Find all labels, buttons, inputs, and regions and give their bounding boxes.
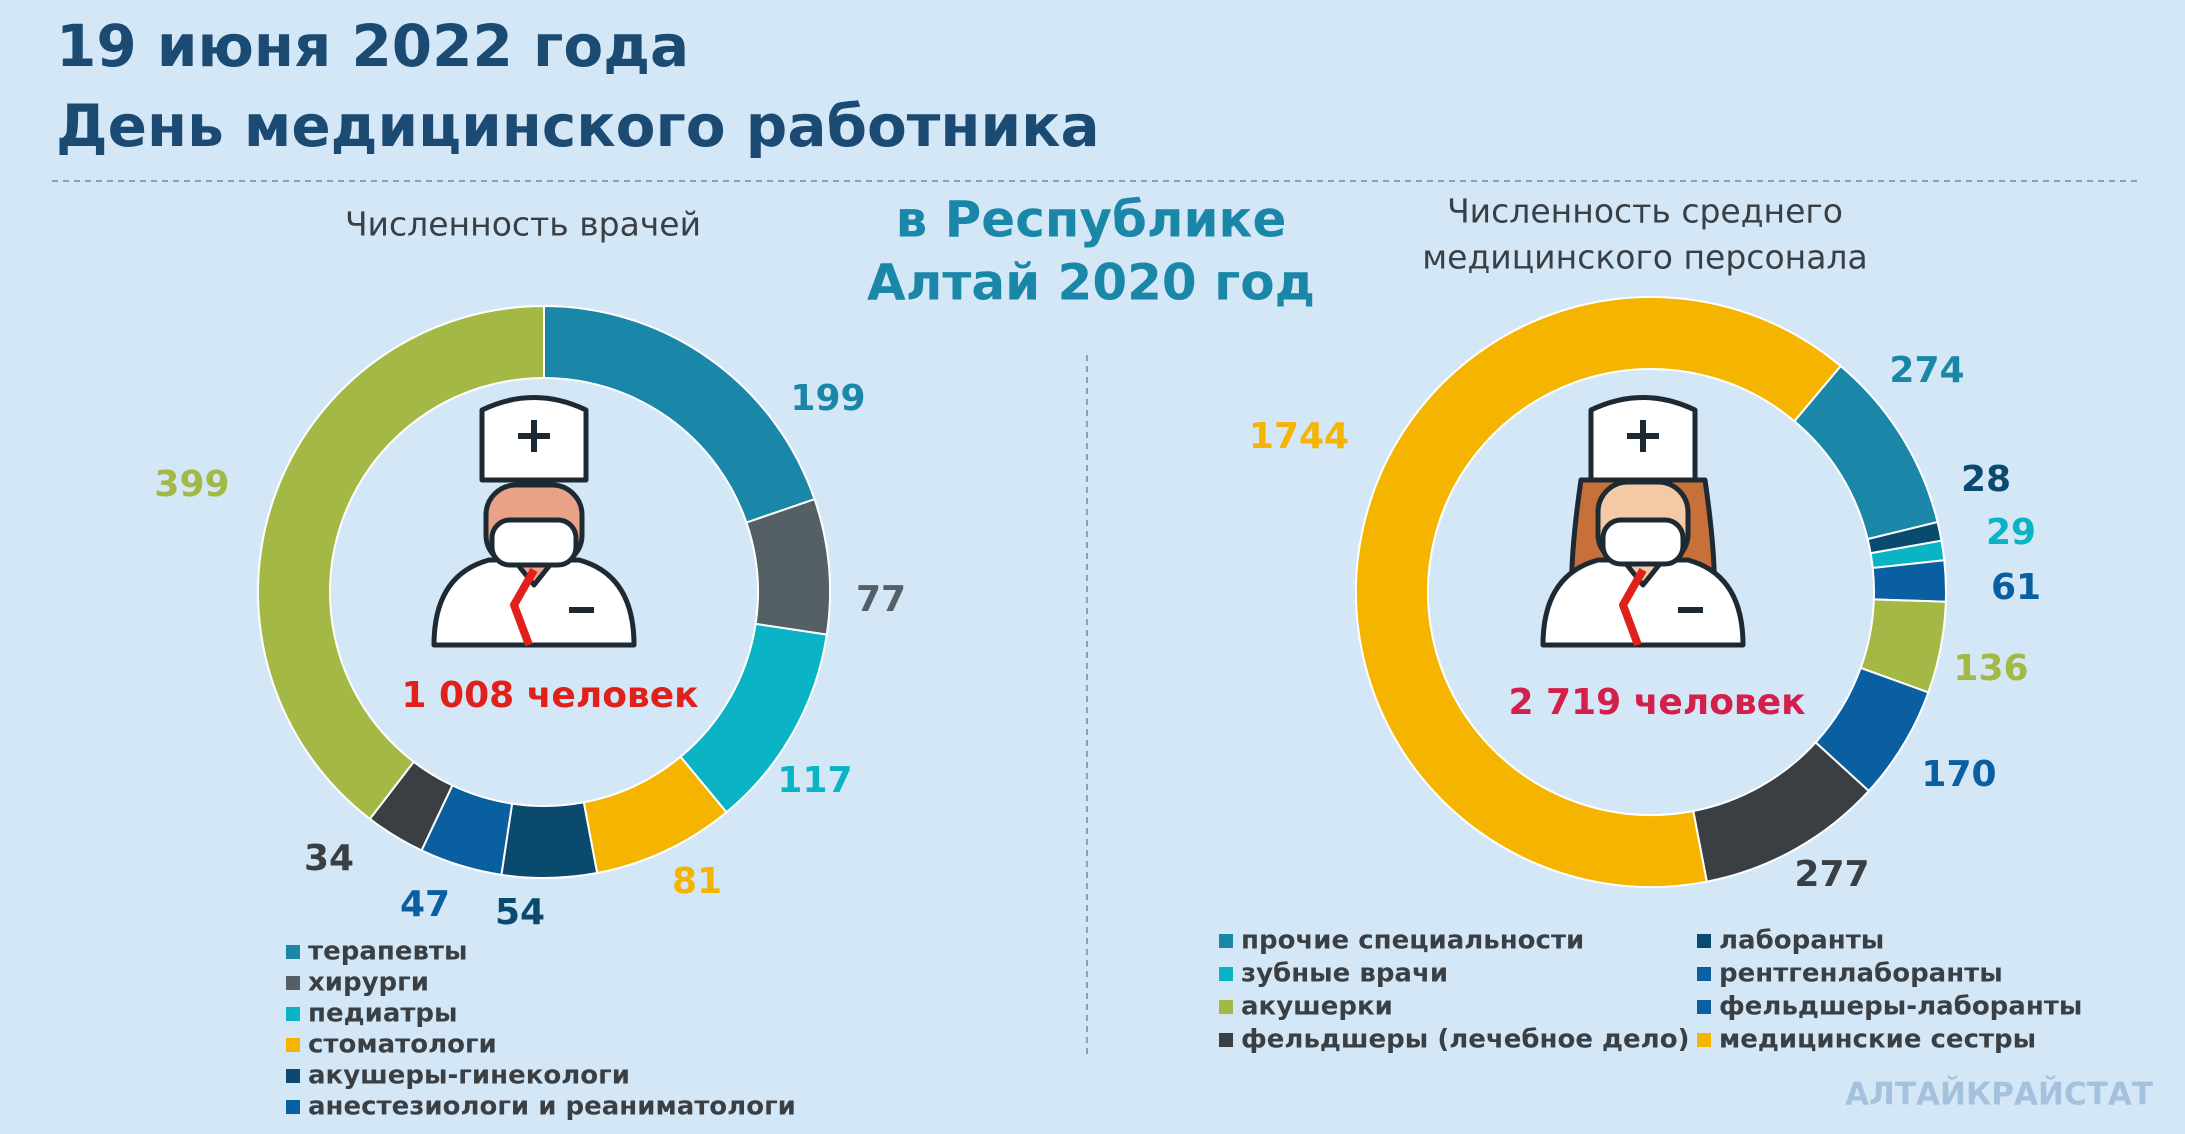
- legend-label: педиатры: [308, 999, 458, 1029]
- value-label: 77: [856, 579, 906, 620]
- legend-swatch: [1219, 934, 1233, 948]
- doctor-icon: [1540, 395, 1746, 648]
- value-label: 29: [1986, 512, 2036, 553]
- donut-segment: [1871, 559, 1948, 603]
- legend-label: лаборанты: [1719, 926, 1884, 956]
- doctor-icon: [431, 395, 637, 648]
- donut-segment: [500, 801, 599, 879]
- region-line: Алтай 2020 год: [867, 254, 1315, 312]
- title-line: День медицинского работника: [56, 92, 1100, 160]
- legend-label: фельдшеры (лечебное дело): [1241, 1025, 1689, 1055]
- title-line: 19 июня 2022 года: [56, 12, 689, 80]
- donut-segment: [257, 304, 545, 821]
- total-label: 1 008 человек: [401, 675, 698, 716]
- legend-label: прочие специальности: [1241, 926, 1584, 956]
- legend-swatch: [1219, 1033, 1233, 1047]
- region-line: в Республике: [896, 191, 1287, 249]
- value-label: 136: [1953, 648, 2028, 689]
- chart-subtitle: Численность врачей: [345, 205, 701, 244]
- value-label: 1744: [1249, 416, 1349, 457]
- chart-subtitle: Численность среднего: [1447, 192, 1843, 231]
- legend-label: акушеры-гинекологи: [308, 1061, 630, 1091]
- value-label: 34: [304, 838, 354, 879]
- legend-swatch: [286, 1038, 300, 1052]
- legend-label: зубные врачи: [1241, 959, 1448, 989]
- donut-segment: [1355, 296, 1843, 889]
- value-label: 81: [672, 861, 722, 902]
- value-label: 170: [1921, 754, 1996, 795]
- legend-label: хирурги: [308, 968, 429, 998]
- legend-swatch: [1697, 1033, 1711, 1047]
- legend-swatch: [1697, 934, 1711, 948]
- total-label: 2 719 человек: [1508, 682, 1805, 723]
- value-label: 277: [1794, 854, 1869, 895]
- legend-swatch: [286, 945, 300, 959]
- legend-label: анестезиологи и реаниматологи: [308, 1092, 796, 1122]
- source: АЛТАЙКРАЙСТАТ: [1845, 1077, 2153, 1113]
- chart-subtitle: медицинского персонала: [1422, 238, 1868, 277]
- legend-label: медицинские сестры: [1719, 1025, 2036, 1055]
- value-label: 28: [1961, 459, 2011, 500]
- legend-label: терапевты: [308, 937, 468, 967]
- value-label: 54: [495, 892, 545, 933]
- value-label: 47: [400, 884, 450, 925]
- value-label: 199: [790, 378, 865, 419]
- legend-swatch: [1697, 967, 1711, 981]
- value-label: 117: [777, 760, 852, 801]
- legend-swatch: [1697, 1000, 1711, 1014]
- legend-swatch: [1219, 967, 1233, 981]
- legend-label: стоматологи: [308, 1030, 497, 1060]
- legend-label: фельдшеры-лаборанты: [1719, 992, 2082, 1022]
- value-label: 274: [1889, 350, 1964, 391]
- donut-segment: [745, 497, 831, 636]
- value-label: 61: [1991, 567, 2041, 608]
- legend-swatch: [286, 1100, 300, 1114]
- legend-label: акушерки: [1241, 992, 1393, 1022]
- legend-swatch: [1219, 1000, 1233, 1014]
- value-label: 399: [154, 464, 229, 505]
- legend-label: рентгенлаборанты: [1719, 959, 2003, 989]
- legend-swatch: [286, 1007, 300, 1021]
- legend-swatch: [286, 976, 300, 990]
- legend-swatch: [286, 1069, 300, 1083]
